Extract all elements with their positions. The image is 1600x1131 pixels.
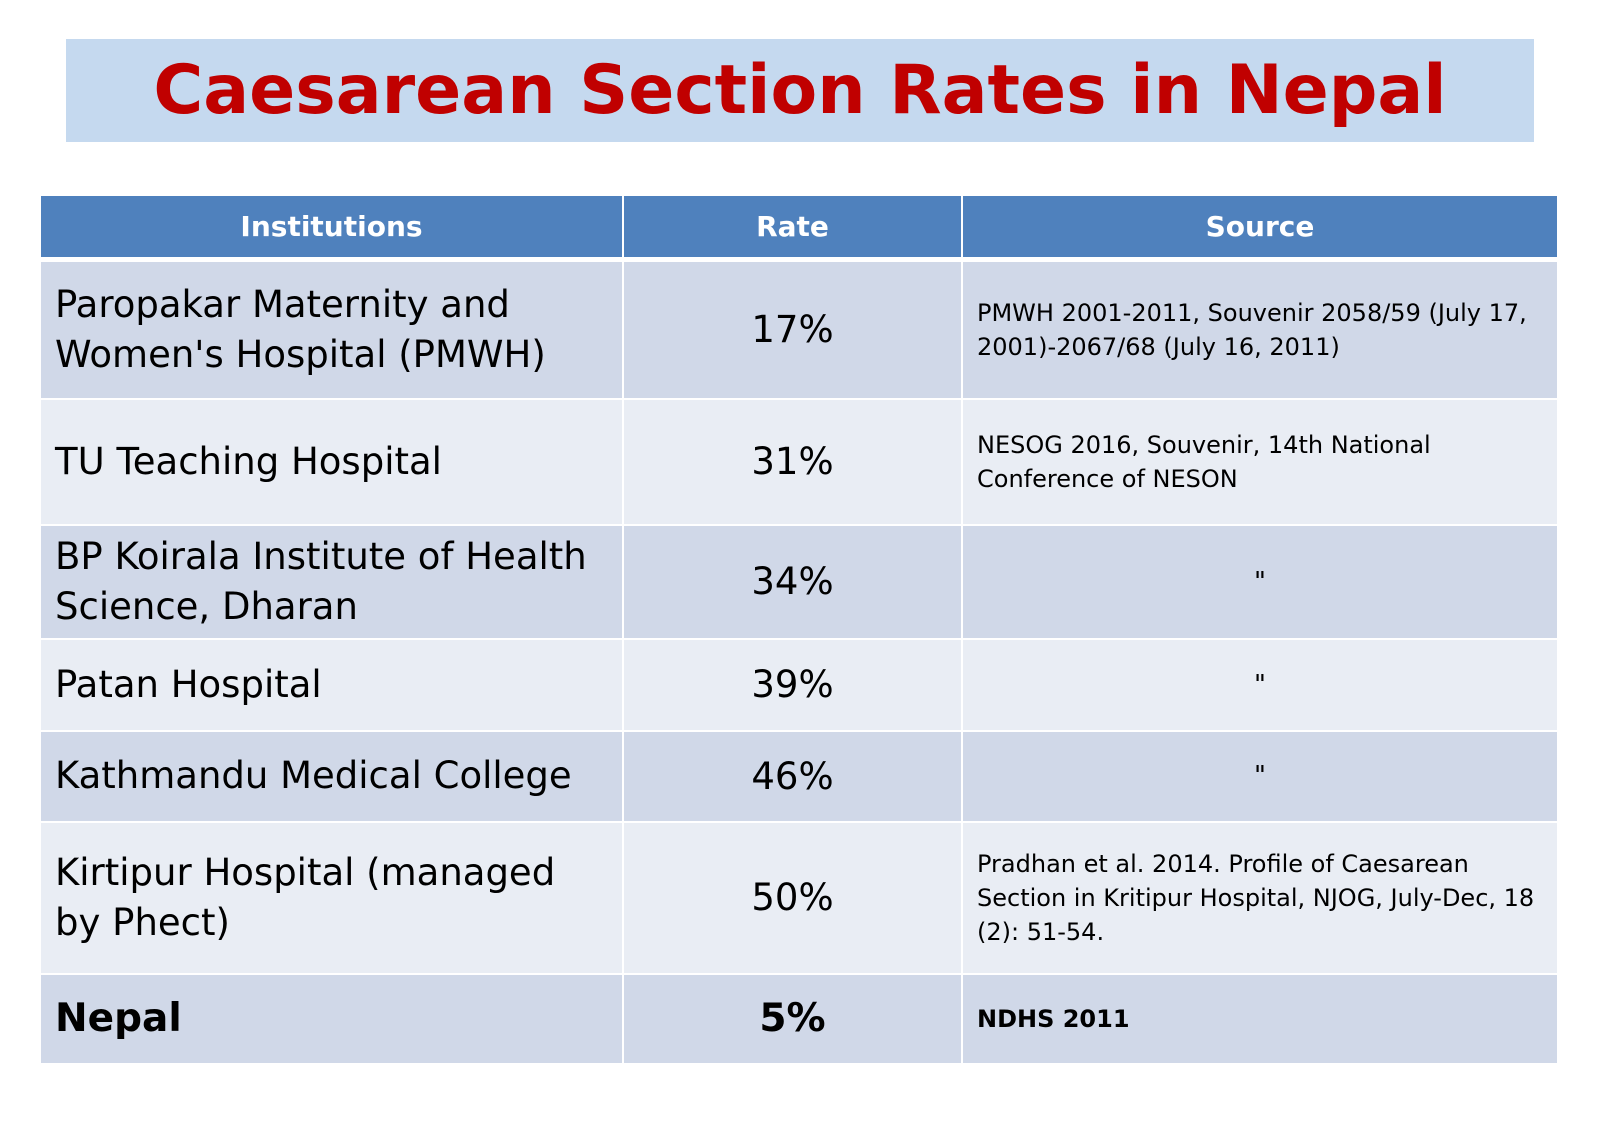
institution-cell: BP Koirala Institute of Health Science, … xyxy=(41,524,624,640)
caesarean-rates-table: Institutions Rate Source Paropakar Mater… xyxy=(41,196,1557,1065)
institution-cell: Kathmandu Medical College xyxy=(41,730,624,823)
rate-cell: 46% xyxy=(623,730,963,823)
table-row: Kathmandu Medical College 46% " xyxy=(41,730,1557,823)
title-banner: Caesarean Section Rates in Nepal xyxy=(66,39,1534,142)
rate-cell: 50% xyxy=(623,821,963,975)
source-cell: Pradhan et al. 2014. Profile of Caesarea… xyxy=(962,821,1557,975)
source-cell: " xyxy=(962,524,1557,640)
source-cell: " xyxy=(962,730,1557,823)
source-cell: NESOG 2016, Souvenir, 14th National Conf… xyxy=(962,398,1557,526)
header-source: Source xyxy=(962,196,1557,262)
institution-cell: TU Teaching Hospital xyxy=(41,398,624,526)
table-row: TU Teaching Hospital 31% NESOG 2016, Sou… xyxy=(41,398,1557,526)
page-title: Caesarean Section Rates in Nepal xyxy=(153,51,1447,130)
table-header-row: Institutions Rate Source xyxy=(41,196,1557,262)
source-cell: PMWH 2001-2011, Souvenir 2058/59 (July 1… xyxy=(962,259,1557,400)
table-row: Patan Hospital 39% " xyxy=(41,638,1557,732)
rate-cell: 39% xyxy=(623,638,963,732)
institution-cell: Kirtipur Hospital (managed by Phect) xyxy=(41,821,624,975)
source-cell: NDHS 2011 xyxy=(962,973,1557,1065)
table-row-total: Nepal 5% NDHS 2011 xyxy=(41,973,1557,1065)
source-cell: " xyxy=(962,638,1557,732)
institution-cell: Nepal xyxy=(41,973,624,1065)
rate-cell: 5% xyxy=(623,973,963,1065)
header-rate: Rate xyxy=(623,196,963,262)
rate-cell: 34% xyxy=(623,524,963,640)
table-row: Paropakar Maternity and Women's Hospital… xyxy=(41,259,1557,400)
header-institutions: Institutions xyxy=(41,196,624,262)
table-row: BP Koirala Institute of Health Science, … xyxy=(41,524,1557,640)
table-row: Kirtipur Hospital (managed by Phect) 50%… xyxy=(41,821,1557,975)
institution-cell: Paropakar Maternity and Women's Hospital… xyxy=(41,259,624,400)
rate-cell: 17% xyxy=(623,259,963,400)
institution-cell: Patan Hospital xyxy=(41,638,624,732)
rate-cell: 31% xyxy=(623,398,963,526)
